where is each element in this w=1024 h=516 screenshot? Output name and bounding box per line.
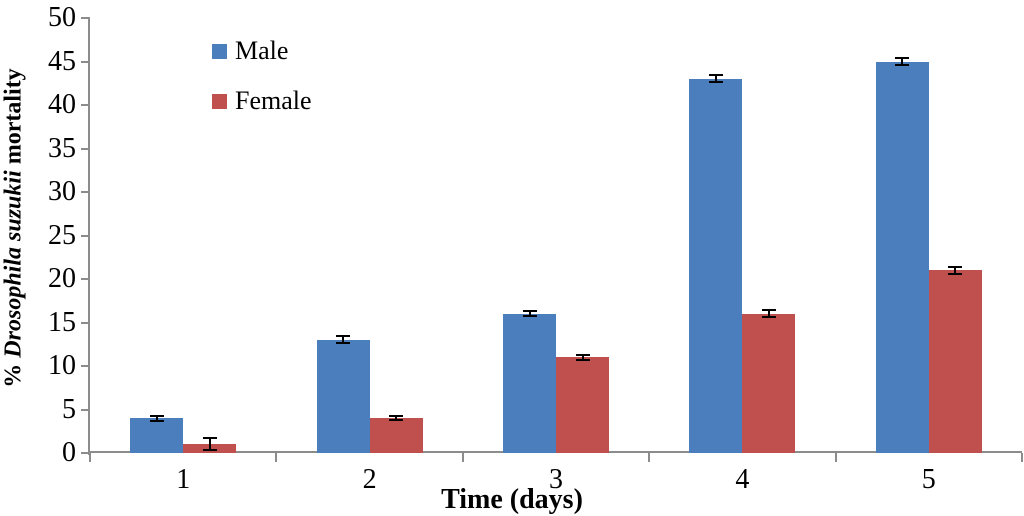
bar-female-day5 <box>928 270 982 453</box>
x-axis-tick-label: 4 <box>735 464 750 495</box>
y-axis-tick-label: 35 <box>48 132 76 164</box>
y-axis-tick-label: 30 <box>48 176 76 207</box>
error-bar-line <box>342 336 345 344</box>
y-axis-tick <box>81 60 90 63</box>
bar-female-day3 <box>556 357 609 453</box>
y-axis-tick-label: 0 <box>62 437 76 468</box>
error-bar-cap <box>895 63 910 66</box>
error-bar-cap <box>202 449 217 452</box>
error-bar-line <box>714 75 717 83</box>
error-bar-line <box>155 415 158 421</box>
error-bar-cap <box>708 74 723 77</box>
bar-male-day3 <box>503 313 556 453</box>
y-axis-title-species: Drosophila suzukii <box>0 170 27 358</box>
y-axis-tick-label: 50 <box>48 2 76 33</box>
y-axis-tick <box>81 234 90 237</box>
y-axis-tick-label: 10 <box>48 350 76 381</box>
error-bar-cap <box>575 353 590 356</box>
error-bar-cap <box>389 418 404 421</box>
error-bar-cap <box>149 414 164 417</box>
x-axis-tick-label: 2 <box>362 464 377 495</box>
error-bar-cap <box>948 265 963 268</box>
bar-male-day2 <box>316 339 370 453</box>
error-bar-line <box>528 311 531 317</box>
error-bar-cap <box>336 335 351 338</box>
x-axis-title: Time (days) <box>441 484 583 515</box>
y-axis-tick <box>81 191 90 193</box>
legend: Male Female <box>212 36 312 136</box>
bar-female-day2 <box>369 418 423 453</box>
error-bar-line <box>395 416 398 420</box>
y-axis-tick <box>81 278 90 280</box>
error-bar-line <box>767 310 770 318</box>
x-axis-tick-label: 1 <box>176 464 191 495</box>
x-axis-tick <box>648 453 651 462</box>
error-bar-cap <box>948 272 963 275</box>
y-axis-tick-label: 5 <box>62 393 76 425</box>
x-axis-tick-label: 3 <box>548 464 563 495</box>
y-axis-tick-label: 20 <box>48 263 76 294</box>
x-axis-tick <box>1021 453 1023 462</box>
error-bar-cap <box>202 437 217 440</box>
y-axis-title-suffix: mortality <box>0 68 27 171</box>
error-bar-cap <box>708 81 723 84</box>
error-bar-cap <box>761 309 776 312</box>
error-bar-cap <box>895 57 910 60</box>
y-axis-tick <box>81 365 90 367</box>
x-axis-tick-label: 5 <box>921 464 936 495</box>
y-axis-tick <box>81 104 90 106</box>
y-axis-tick <box>81 321 90 324</box>
error-bar-line <box>208 438 211 451</box>
y-axis-title-prefix: % <box>0 357 27 388</box>
legend-swatch-female-icon <box>212 93 227 109</box>
bar-male-day5 <box>875 61 929 453</box>
y-axis-tick-label: 45 <box>48 45 76 77</box>
x-axis-tick <box>461 453 464 462</box>
y-axis-tick <box>81 17 90 19</box>
error-bar-cap <box>149 419 164 422</box>
error-bar-cap <box>522 310 537 313</box>
legend-label-male: Male <box>235 36 289 65</box>
legend-swatch-male-icon <box>212 43 227 59</box>
x-axis-tick <box>834 453 837 462</box>
bar-female-day4 <box>742 313 796 453</box>
error-bar-line <box>954 266 957 274</box>
error-bar-cap <box>575 358 590 361</box>
legend-label-female: Female <box>235 86 312 115</box>
x-axis-tick <box>89 453 91 462</box>
error-bar-cap <box>389 415 404 418</box>
error-bar-line <box>901 58 904 65</box>
legend-item-male: Male <box>212 36 312 66</box>
y-axis-tick <box>81 147 90 150</box>
y-axis-tick <box>81 408 90 411</box>
legend-item-female: Female <box>212 86 312 116</box>
error-bar-cap <box>522 315 537 318</box>
y-axis-tick-label: 40 <box>48 89 76 120</box>
y-axis-tick <box>81 452 90 454</box>
plot-area: 0 5 10 15 20 25 30 35 40 45 50 1 2 3 4 5 <box>48 3 1023 495</box>
bar-male-day1 <box>130 418 184 453</box>
y-axis-tick-label: 25 <box>48 219 76 251</box>
error-bar-cap <box>761 316 776 319</box>
error-bar-cap <box>336 342 351 345</box>
x-axis-tick <box>275 453 278 462</box>
y-axis-line <box>88 18 90 455</box>
bar-male-day4 <box>689 78 743 453</box>
error-bar-line <box>581 354 584 360</box>
y-axis-tick-label: 15 <box>48 306 76 338</box>
